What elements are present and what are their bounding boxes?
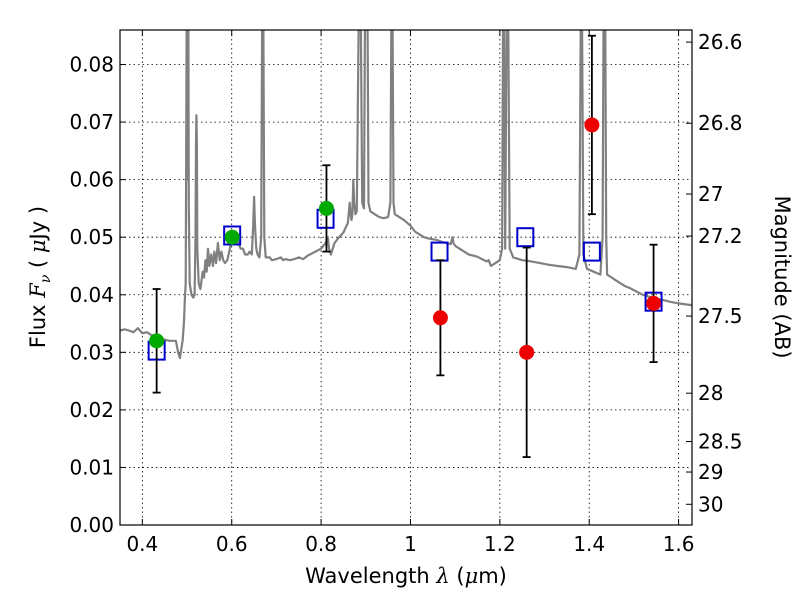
x-tick-label: 0.6: [216, 532, 248, 556]
observed-flux-point: [584, 117, 600, 133]
plot-background: [120, 30, 692, 525]
x-tick-label: 0.4: [126, 532, 158, 556]
y-tick-label: 0.03: [69, 340, 114, 364]
y-tick-label: 0.06: [69, 168, 114, 192]
observed-flux-point: [432, 310, 448, 326]
y2-axis: 26.6 26.8 27 27.2 27.5 28 28.5 29 30: [686, 30, 743, 516]
grid: [120, 30, 692, 526]
y2-tick-label: 26.6: [698, 30, 743, 54]
model-photometry-square: [516, 227, 535, 248]
y2-axis-label: Magnitude (AB): [770, 195, 794, 358]
y2-tick-label: 27: [698, 182, 723, 206]
observed-flux-point: [318, 200, 334, 216]
y2-tick-label: 27.2: [698, 224, 743, 248]
x-axis-label: Wavelength λ (μm): [305, 564, 507, 588]
y-tick-label: 0.08: [69, 53, 114, 77]
x-tick-label: 1.4: [573, 532, 605, 556]
y-axis-label: Flux Fν ( μJy ): [26, 206, 54, 348]
y2-tick-label: 30: [698, 492, 723, 516]
observed-flux-point: [646, 295, 662, 311]
y2-tick-label: 28: [698, 381, 723, 405]
y-axis: 0.00 0.01 0.02 0.03 0.04 0.05 0.06 0.07 0.08: [69, 53, 126, 537]
x-tick-label: 1.2: [484, 532, 516, 556]
x-tick-label: 1: [404, 532, 417, 556]
y-tick-label: 0.05: [69, 225, 114, 249]
x-tick-label: 0.8: [305, 532, 337, 556]
plot-area: [120, 30, 692, 458]
observed-flux-point: [224, 229, 240, 245]
y-tick-label: 0.00: [69, 513, 114, 537]
observed-flux-point: [149, 333, 165, 349]
model-spectrum-line: [120, 30, 692, 360]
observed-flux-point: [519, 344, 535, 360]
plot-frame: [119, 29, 693, 526]
y-tick-label: 0.01: [69, 455, 114, 479]
x-axis: 0.4 0.6 0.8 1 1.2 1.4 1.6: [126, 30, 695, 556]
y2-tick-label: 29: [698, 460, 723, 484]
y2-tick-label: 26.8: [698, 111, 743, 135]
y-tick-label: 0.02: [69, 398, 114, 422]
y-tick-label: 0.04: [69, 283, 114, 307]
y2-tick-label: 28.5: [698, 430, 743, 454]
y-tick-label: 0.07: [69, 110, 114, 134]
model-photometry-square: [582, 241, 601, 262]
y2-tick-label: 27.5: [698, 304, 743, 328]
x-tick-label: 1.6: [663, 532, 695, 556]
